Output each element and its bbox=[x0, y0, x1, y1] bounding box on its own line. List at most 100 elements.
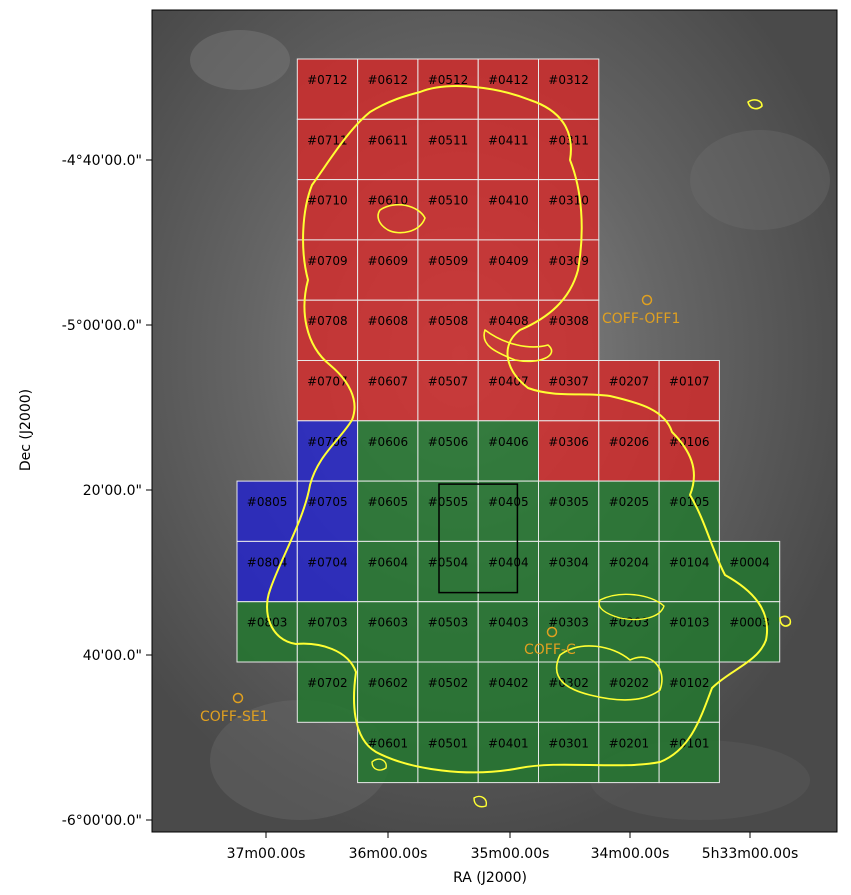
tile-cell bbox=[417, 661, 479, 723]
tile-cell bbox=[296, 118, 359, 181]
tile-label: #0608 bbox=[368, 314, 409, 328]
tile-label: #0402 bbox=[488, 676, 529, 690]
tile-cell bbox=[296, 58, 359, 120]
contour-main bbox=[266, 85, 769, 774]
tile-0303: #0303 bbox=[538, 601, 600, 663]
tile-0306: #0306 bbox=[538, 420, 600, 482]
plot-frame bbox=[151, 9, 838, 833]
tile-cell bbox=[417, 58, 479, 120]
tile-cell bbox=[477, 118, 540, 181]
tile-cell bbox=[477, 420, 540, 482]
tile-label: #0304 bbox=[548, 555, 589, 569]
tile-0502: #0502 bbox=[417, 661, 479, 723]
tile-0511: #0511 bbox=[417, 118, 479, 181]
tile-0606: #0606 bbox=[357, 420, 419, 482]
tile-label: #0511 bbox=[428, 133, 469, 147]
tile-cell bbox=[477, 360, 540, 422]
tile-label: #0804 bbox=[247, 555, 288, 569]
tile-0204: #0204 bbox=[598, 540, 660, 603]
tile-label: #0509 bbox=[428, 254, 469, 268]
tile-label: #0204 bbox=[609, 555, 650, 569]
tile-label: #0101 bbox=[669, 736, 710, 750]
off-marker-coff-c bbox=[546, 626, 558, 638]
tile-0101: #0101 bbox=[658, 721, 720, 784]
tile-cell bbox=[296, 661, 359, 723]
tile-label: #0404 bbox=[488, 555, 529, 569]
off-label-coff-c: COFF-C bbox=[524, 642, 576, 658]
tile-0107: #0107 bbox=[658, 360, 720, 422]
tile-label: #0301 bbox=[548, 736, 589, 750]
y-tick-label: -6°00'00.0" bbox=[62, 813, 142, 829]
tile-label: #0502 bbox=[428, 676, 469, 690]
tile-cell bbox=[538, 480, 600, 542]
tile-label: #0106 bbox=[669, 435, 710, 449]
tile-0710: #0710 bbox=[296, 179, 359, 241]
tile-label: #0707 bbox=[307, 375, 348, 389]
tile-cell bbox=[538, 179, 600, 241]
tile-label: #0201 bbox=[609, 736, 650, 750]
tile-0805: #0805 bbox=[236, 480, 298, 542]
tile-0406: #0406 bbox=[477, 420, 540, 482]
tile-cell bbox=[477, 721, 540, 784]
tile-label: #0507 bbox=[428, 375, 469, 389]
tile-cell bbox=[538, 118, 600, 181]
tile-cell bbox=[538, 540, 600, 603]
x-tick-label: 37m00.00s bbox=[227, 846, 306, 862]
tile-label: #0206 bbox=[609, 435, 650, 449]
tile-cell bbox=[357, 299, 419, 362]
tile-label: #0611 bbox=[368, 133, 409, 147]
tile-label: #0202 bbox=[609, 676, 650, 690]
tile-cell bbox=[417, 480, 479, 542]
tile-cell bbox=[538, 360, 600, 422]
tile-0207: #0207 bbox=[598, 360, 660, 422]
tile-cell bbox=[417, 420, 479, 482]
tile-0202: #0202 bbox=[598, 661, 660, 723]
tile-cell bbox=[357, 420, 419, 482]
tile-0505: #0505 bbox=[417, 480, 479, 542]
contour-blob-1 bbox=[747, 99, 763, 110]
tile-cell bbox=[538, 420, 600, 482]
tile-label: #0709 bbox=[307, 254, 348, 268]
tile-label: #0604 bbox=[368, 555, 409, 569]
tile-cell bbox=[357, 118, 419, 181]
tile-label: #0606 bbox=[368, 435, 409, 449]
tile-0409: #0409 bbox=[477, 239, 540, 301]
tile-0610: #0610 bbox=[357, 179, 419, 241]
tile-cell bbox=[417, 601, 479, 663]
tile-label: #0310 bbox=[548, 194, 589, 208]
tile-0608: #0608 bbox=[357, 299, 419, 362]
tile-0510: #0510 bbox=[417, 179, 479, 241]
off-markers: COFF-OFF1 COFF-C COFF-SE1 bbox=[200, 294, 680, 725]
tile-label: #0712 bbox=[307, 73, 348, 87]
tile-0506: #0506 bbox=[417, 420, 479, 482]
x-tick-label: 34m00.00s bbox=[591, 846, 670, 862]
tile-label: #0805 bbox=[247, 495, 288, 509]
tile-cell bbox=[658, 721, 720, 784]
tile-cell bbox=[357, 58, 419, 120]
tile-label: #0501 bbox=[428, 736, 469, 750]
tile-0206: #0206 bbox=[598, 420, 660, 482]
tile-0712: #0712 bbox=[296, 58, 359, 120]
tile-label: #0408 bbox=[488, 314, 529, 328]
tile-cell bbox=[357, 721, 419, 784]
tile-cell bbox=[538, 721, 600, 784]
tile-0501: #0501 bbox=[417, 721, 479, 784]
tile-0704: #0704 bbox=[296, 540, 359, 603]
tile-label: #0205 bbox=[609, 495, 650, 509]
tile-0305: #0305 bbox=[538, 480, 600, 542]
tile-cell bbox=[357, 239, 419, 301]
tile-label: #0711 bbox=[307, 133, 348, 147]
tile-cell bbox=[598, 661, 660, 723]
tile-label: #0505 bbox=[428, 495, 469, 509]
tile-0708: #0708 bbox=[296, 299, 359, 362]
tile-label: #0601 bbox=[368, 736, 409, 750]
y-tick-label: 40'00.0" bbox=[83, 648, 142, 664]
x-axis: 37m00.00s 36m00.00s 35m00.00s 34m00.00s … bbox=[227, 832, 798, 886]
tile-0602: #0602 bbox=[357, 661, 419, 723]
tile-0711: #0711 bbox=[296, 118, 359, 181]
tile-label: #0704 bbox=[307, 555, 348, 569]
tile-0311: #0311 bbox=[538, 118, 600, 181]
tile-cell bbox=[417, 299, 479, 362]
tile-0203: #0203 bbox=[598, 601, 660, 663]
tile-cell bbox=[417, 360, 479, 422]
